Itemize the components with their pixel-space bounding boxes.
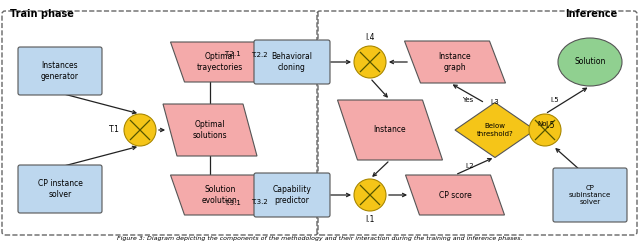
Text: T.3.2: T.3.2 (251, 199, 268, 205)
Text: I.5: I.5 (550, 97, 559, 103)
Text: I.4: I.4 (365, 33, 375, 42)
Text: Solution
evolution: Solution evolution (202, 185, 238, 205)
Text: Instance
graph: Instance graph (438, 52, 471, 72)
Ellipse shape (558, 38, 622, 86)
FancyBboxPatch shape (254, 40, 330, 84)
Text: Behavioral
cloning: Behavioral cloning (271, 52, 312, 72)
Text: Inference: Inference (565, 9, 617, 19)
FancyBboxPatch shape (553, 168, 627, 222)
Text: Figure 3: Diagram depicting the components of the methodology and their interact: Figure 3: Diagram depicting the componen… (117, 236, 523, 241)
Polygon shape (163, 104, 257, 156)
Text: Train phase: Train phase (10, 9, 74, 19)
Text: T.2.1: T.2.1 (223, 51, 241, 57)
Text: T.2.2: T.2.2 (251, 52, 268, 58)
Text: Solution: Solution (574, 58, 605, 66)
Text: Capability
predictor: Capability predictor (273, 185, 312, 205)
Circle shape (354, 46, 386, 78)
Text: No: No (537, 121, 547, 127)
Text: I.1: I.1 (365, 215, 374, 224)
Text: I.5: I.5 (545, 121, 554, 130)
FancyBboxPatch shape (18, 47, 102, 95)
Circle shape (529, 114, 561, 146)
Polygon shape (404, 41, 506, 83)
Text: Yes: Yes (461, 97, 473, 103)
Polygon shape (337, 100, 442, 160)
Text: T.1: T.1 (109, 125, 120, 135)
Text: Optimal
trayectories: Optimal trayectories (197, 52, 243, 72)
Circle shape (354, 179, 386, 211)
Polygon shape (170, 42, 269, 82)
Circle shape (124, 114, 156, 146)
Text: I.3: I.3 (490, 99, 499, 105)
Text: Below
threshold?: Below threshold? (477, 124, 513, 137)
Text: CP score: CP score (438, 190, 472, 200)
Text: Optimal
solutions: Optimal solutions (193, 120, 227, 140)
FancyBboxPatch shape (18, 165, 102, 213)
Text: I.2: I.2 (465, 163, 474, 169)
Polygon shape (455, 103, 535, 158)
Text: CP instance
solver: CP instance solver (38, 179, 83, 199)
Text: Instances
generator: Instances generator (41, 61, 79, 81)
Polygon shape (170, 175, 269, 215)
Text: T.3.1: T.3.1 (223, 200, 241, 206)
Polygon shape (406, 175, 504, 215)
Text: Instance: Instance (374, 125, 406, 135)
FancyBboxPatch shape (254, 173, 330, 217)
Text: CP
subinstance
solver: CP subinstance solver (569, 185, 611, 205)
